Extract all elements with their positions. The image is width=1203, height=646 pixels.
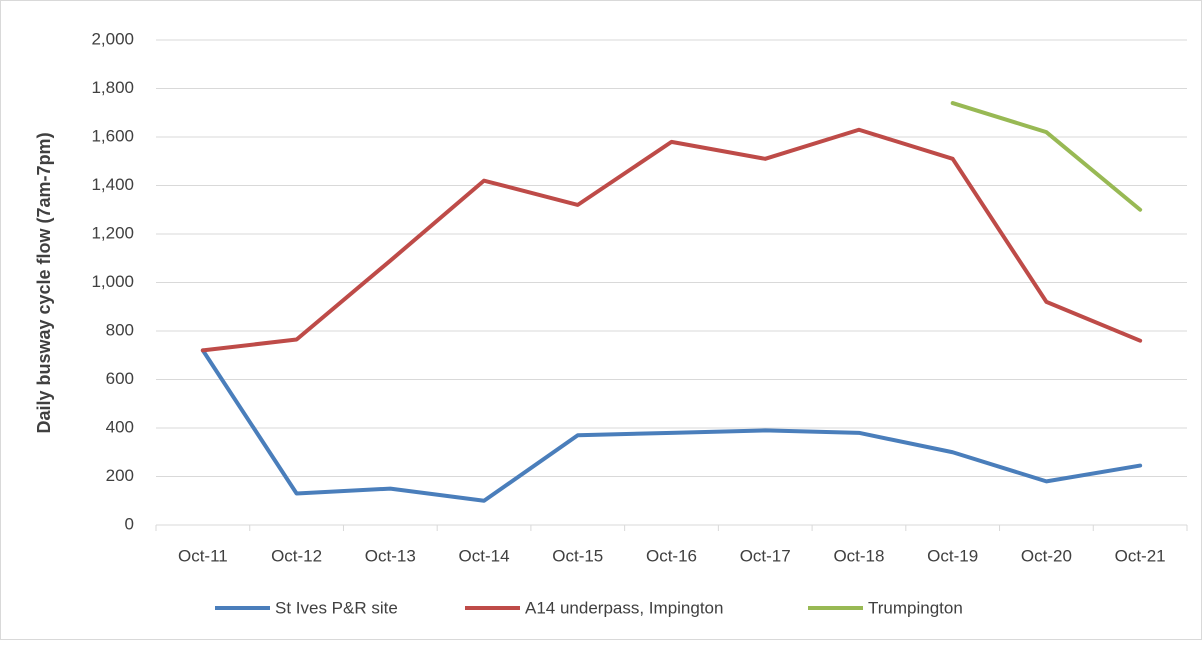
line-series [950,101,1143,212]
x-tick-label: Oct-19 [927,546,978,565]
x-tick-label: Oct-16 [646,546,697,565]
y-tick-label: 1,800 [91,78,134,97]
x-tick-label: Oct-21 [1115,546,1166,565]
legend-label: A14 underpass, Impington [525,598,723,617]
legend-label: Trumpington [868,598,963,617]
x-tick-label: Oct-12 [271,546,322,565]
y-tick-label: 600 [106,369,134,388]
y-tick-label: 1,000 [91,272,134,291]
y-tick-label: 200 [106,466,134,485]
line-series [200,348,1143,503]
x-tick-label: Oct-20 [1021,546,1072,565]
legend-label: St Ives P&R site [275,598,398,617]
x-tick-label: Oct-18 [833,546,884,565]
y-tick-label: 1,400 [91,175,134,194]
x-tick-label: Oct-11 [178,546,228,565]
y-tick-label: 1,200 [91,223,134,242]
y-tick-label: 800 [106,320,134,339]
x-tick-label: Oct-15 [552,546,603,565]
y-axis-label: Daily busway cycle flow (7am-7pm) [34,132,54,433]
x-tick-label: Oct-17 [740,546,791,565]
y-tick-label: 400 [106,417,134,436]
x-tick-label: Oct-14 [459,546,510,565]
y-tick-label: 0 [125,514,134,533]
line-series [200,127,1143,353]
y-tick-label: 1,600 [91,126,134,145]
y-tick-label: 2,000 [91,29,134,48]
x-tick-label: Oct-13 [365,546,416,565]
